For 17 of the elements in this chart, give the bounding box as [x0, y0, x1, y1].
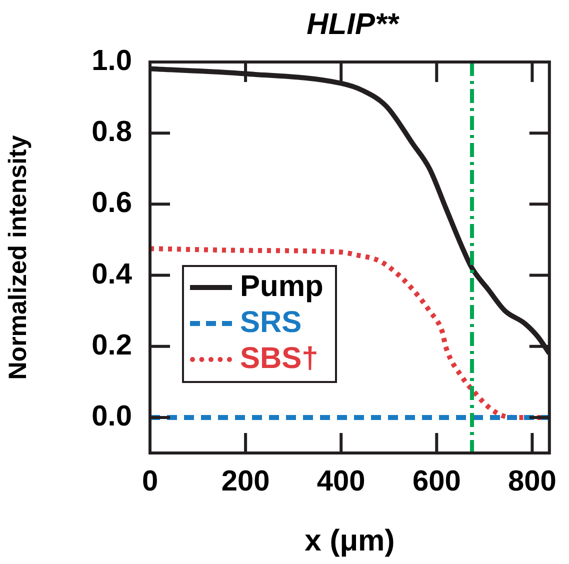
y-tick-label: 1.0 — [92, 45, 132, 77]
y-tick-label: 0.6 — [92, 187, 132, 220]
legend-label: SBS† — [240, 342, 318, 376]
y-axis-title: Normalized intensity — [4, 135, 32, 380]
x-axis-title: x (μm) — [304, 524, 395, 558]
y-tick-label: 0.4 — [92, 258, 132, 290]
y-tick-label: 0.8 — [92, 116, 132, 148]
x-tick-label: 400 — [316, 465, 366, 498]
y-tick-label: 0.0 — [92, 400, 132, 432]
y-tick-label: 0.2 — [92, 329, 132, 362]
x-tick-label: 800 — [508, 465, 556, 498]
x-tick-label: 200 — [221, 465, 270, 498]
chart-title: HLIP** — [306, 8, 400, 42]
legend-label: Pump — [240, 270, 324, 304]
x-tick-label: 600 — [412, 465, 461, 498]
legend-label: SRS — [240, 306, 302, 340]
x-tick-label: 0 — [142, 465, 158, 498]
